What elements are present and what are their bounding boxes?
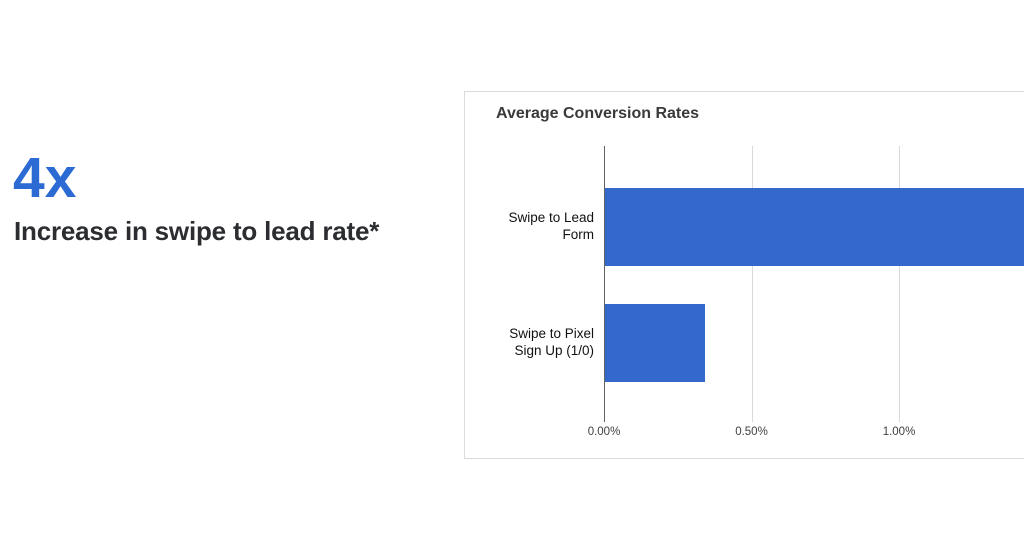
x-gridline	[751, 146, 753, 422]
chart-plot: 0.00% 0.50% 1.00% Swipe to Lead Form Swipe to…	[465, 92, 1024, 458]
category-label: Swipe to Pixel Sign Up (1/0)	[509, 326, 594, 358]
category-label: Swipe to Lead Form	[508, 210, 594, 242]
chart-title: Average Conversion Rates	[496, 105, 700, 122]
x-gridline	[899, 146, 900, 422]
chart-card: Average Conversion Rates 0.00% 0.50% 1.00%…	[464, 91, 1024, 459]
x-axis-baseline	[604, 146, 605, 422]
bar-1	[605, 188, 1024, 266]
x-tick-label: 0.00%	[587, 426, 621, 438]
headline-description: Increase in swipe to lead rate*	[14, 216, 380, 246]
x-tick-label: 1.00%	[882, 426, 916, 438]
headline-block: 4x Increase in swipe to lead rate*	[13, 150, 443, 247]
x-tick-label: 0.50%	[735, 426, 768, 438]
headline-multiplier: 4x	[13, 146, 77, 210]
bar-2	[605, 304, 705, 382]
